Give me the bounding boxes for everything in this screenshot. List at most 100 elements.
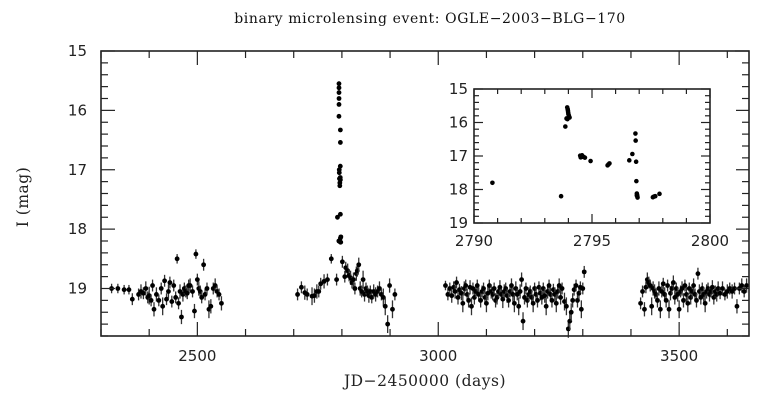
inset-x-tick-labels: 2790 2795 2800 [455,232,729,250]
y-tick-label: 17 [68,161,87,179]
data-point [369,295,375,300]
data-point [546,283,552,288]
y-tick-label: 16 [68,101,87,119]
x-tick-label: 2790 [455,232,493,250]
data-point [338,234,344,240]
data-point [304,292,310,297]
data-point [514,292,520,297]
data-point [676,306,682,312]
data-point [449,293,455,299]
data-point [630,151,635,157]
data-point [445,292,451,297]
data-point [171,283,177,288]
data-point [564,303,569,309]
data-point [681,297,686,303]
data-point [316,289,322,294]
data-point [336,170,342,176]
data-point [556,283,562,288]
main-data-points [109,81,749,338]
y-tick-label: 19 [449,214,468,232]
data-point [193,251,199,257]
data-point [169,299,175,304]
data-point [607,161,612,166]
data-point [336,90,342,95]
y-tick-label: 15 [68,42,87,60]
inset-plot: 2790 2795 2800 15 16 17 18 19 [440,77,736,250]
data-point [219,300,224,306]
data-point [126,287,132,293]
data-point [463,283,469,288]
data-point [659,289,665,294]
data-point [642,306,647,312]
data-point [177,289,183,294]
data-point [633,138,638,143]
data-point [337,140,343,145]
main-y-tick-labels: 15 16 17 18 19 [68,42,87,298]
data-point [720,286,725,291]
data-point [115,286,121,291]
main-x-tick-labels: 2500 3000 3500 [178,347,698,365]
data-point [455,295,461,300]
data-point [154,292,159,297]
inset-data-points [490,105,662,200]
data-point [140,290,146,296]
data-point [454,280,459,285]
data-point [679,286,685,291]
data-point [691,283,696,288]
data-point [702,300,708,306]
x-tick-label: 3500 [660,347,698,365]
data-point [511,300,517,306]
data-point [129,296,135,302]
data-point [377,286,382,291]
data-point [334,277,339,282]
inset-y-tick-labels: 15 16 17 18 19 [449,80,468,232]
data-point [633,159,639,164]
data-point [121,287,127,293]
data-point [578,306,584,312]
main-plot-frame [100,50,750,337]
data-point [338,239,344,245]
data-point [452,289,458,294]
data-point [486,283,492,288]
data-point [665,283,670,288]
data-point [553,300,559,306]
x-tick-label: 3000 [419,347,457,365]
data-point [167,280,173,285]
data-point [568,309,574,315]
data-point [558,295,564,300]
data-point [335,214,340,220]
data-point [382,303,388,309]
data-point [694,297,699,303]
data-point [146,293,152,299]
data-point [192,308,197,314]
data-point [148,297,154,303]
data-point [634,193,640,198]
data-point [657,191,662,197]
data-point [318,281,324,287]
data-point [212,283,218,288]
data-point [339,259,345,265]
data-point [352,286,358,291]
data-point [312,293,317,299]
data-point [385,321,391,327]
data-point [520,318,526,324]
data-point [194,277,200,282]
data-point [509,283,514,288]
data-point [351,277,356,282]
x-axis-label: JD−2450000 (days) [342,372,506,390]
data-point [734,303,740,309]
data-point [698,295,704,300]
data-point [176,300,181,306]
data-point [466,297,472,303]
data-point [559,286,565,291]
data-point [656,286,662,291]
data-point [638,300,643,306]
data-point [481,286,486,291]
data-point [732,286,737,291]
inset-axis-ticks [473,88,711,224]
data-point [460,300,466,306]
data-point [491,286,497,291]
data-point [202,292,208,297]
data-point [156,297,162,303]
